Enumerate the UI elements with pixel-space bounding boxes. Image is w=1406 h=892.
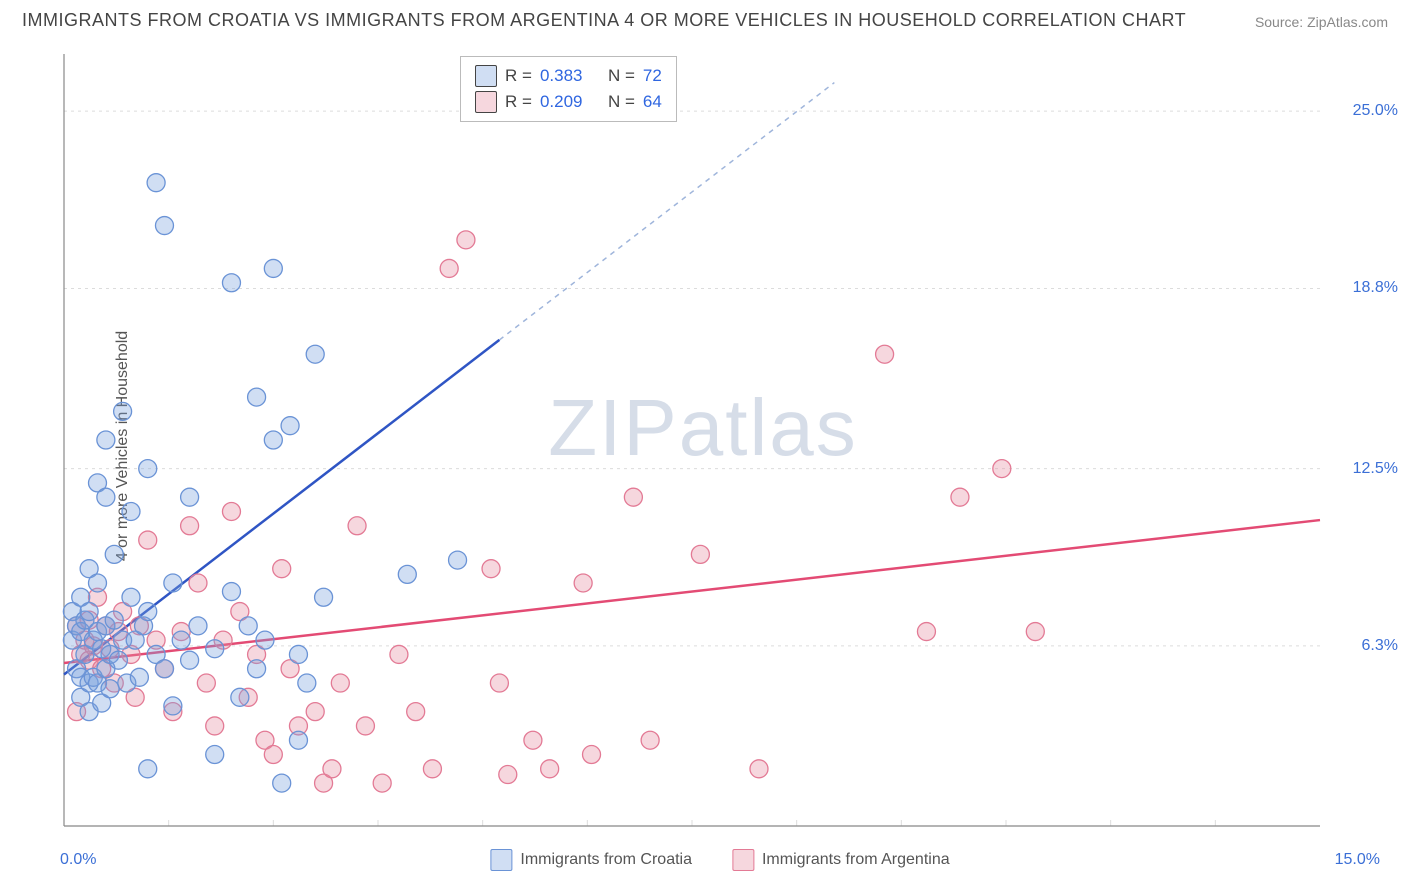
x-min-label: 0.0% [60,851,96,869]
y-tick-label: 12.5% [1353,460,1398,478]
legend-item-argentina: Immigrants from Argentina [732,849,950,871]
legend-r-value: 0.383 [540,66,583,86]
legend-n-value: 64 [643,92,662,112]
y-tick-label: 6.3% [1362,637,1398,655]
legend-n-label: N = [608,92,635,112]
legend-swatch-blue [475,65,497,87]
source-attribution: Source: ZipAtlas.com [1255,14,1388,30]
legend-r-label: R = [505,92,532,112]
correlation-legend: R = 0.383 N = 72 R = 0.209 N = 64 [460,56,677,122]
swatch-pink [732,849,754,871]
legend-label-croatia: Immigrants from Croatia [520,851,692,869]
y-tick-label: 25.0% [1353,102,1398,120]
legend-label-argentina: Immigrants from Argentina [762,851,950,869]
legend-r-value: 0.209 [540,92,583,112]
legend-r-label: R = [505,66,532,86]
legend-swatch-pink [475,91,497,113]
legend-row-croatia: R = 0.383 N = 72 [475,63,662,89]
series-legend: Immigrants from Croatia Immigrants from … [490,849,949,871]
swatch-blue [490,849,512,871]
legend-n-label: N = [608,66,635,86]
chart-title: IMMIGRANTS FROM CROATIA VS IMMIGRANTS FR… [22,10,1186,31]
chart-svg [60,50,1380,830]
legend-row-argentina: R = 0.209 N = 64 [475,89,662,115]
x-axis-row: 0.0% Immigrants from Croatia Immigrants … [60,840,1380,880]
x-max-label: 15.0% [1335,851,1380,869]
legend-item-croatia: Immigrants from Croatia [490,849,692,871]
legend-n-value: 72 [643,66,662,86]
plot-area [60,50,1380,830]
y-tick-label: 18.8% [1353,279,1398,297]
